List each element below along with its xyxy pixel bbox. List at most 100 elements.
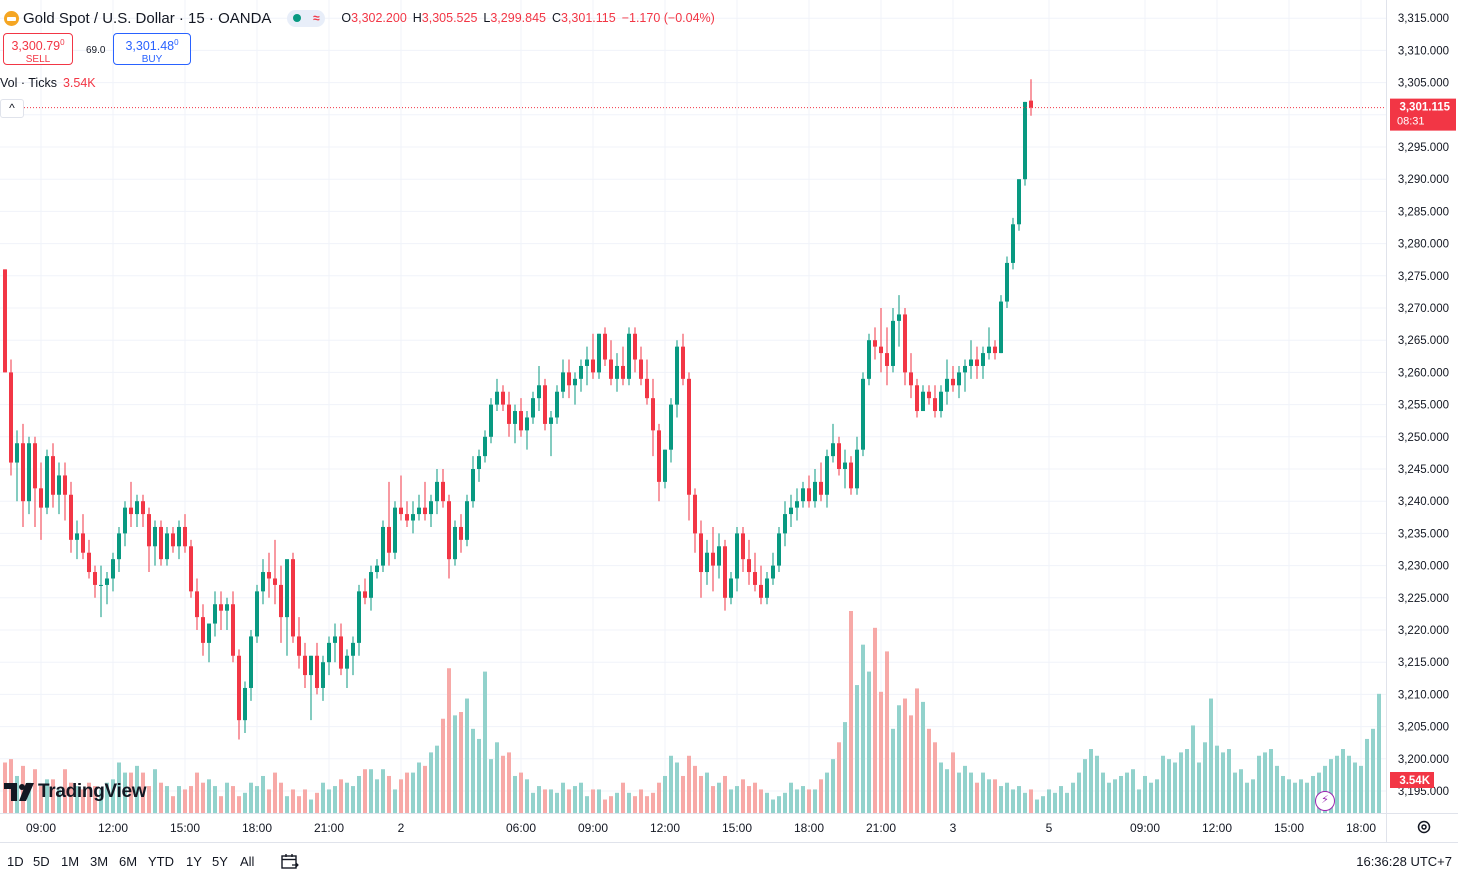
candle-body[interactable] xyxy=(93,572,97,585)
collapse-legend-button[interactable]: ^ xyxy=(0,99,24,118)
candle-body[interactable] xyxy=(423,507,427,515)
candle-body[interactable] xyxy=(1029,100,1033,108)
candle-body[interactable] xyxy=(783,514,787,534)
range-button-5y[interactable]: 5Y xyxy=(212,854,228,869)
candle-body[interactable] xyxy=(741,533,745,560)
candle-body[interactable] xyxy=(585,359,589,366)
candle-body[interactable] xyxy=(495,391,499,405)
candle-body[interactable] xyxy=(987,346,991,354)
candle-body[interactable] xyxy=(723,546,727,598)
market-status-toggle[interactable]: ≈ xyxy=(287,9,326,27)
candle-body[interactable] xyxy=(681,346,685,379)
candle-body[interactable] xyxy=(429,501,433,515)
candle-body[interactable] xyxy=(651,398,655,431)
candle-body[interactable] xyxy=(831,443,835,457)
candle-body[interactable] xyxy=(303,655,307,676)
candle-body[interactable] xyxy=(789,507,793,515)
candle-body[interactable] xyxy=(165,533,169,560)
candle-body[interactable] xyxy=(537,385,541,399)
candle-body[interactable] xyxy=(447,501,451,560)
candle-body[interactable] xyxy=(69,494,73,540)
candle-body[interactable] xyxy=(957,372,961,386)
candle-body[interactable] xyxy=(795,501,799,508)
candle-body[interactable] xyxy=(813,481,817,502)
candle-body[interactable] xyxy=(465,501,469,540)
range-button-5d[interactable]: 5D xyxy=(33,854,50,869)
candle-body[interactable] xyxy=(345,655,349,669)
candle-body[interactable] xyxy=(309,655,313,676)
candle-body[interactable] xyxy=(675,346,679,405)
candle-body[interactable] xyxy=(291,559,295,637)
range-button-1m[interactable]: 1M xyxy=(61,854,80,869)
candle-body[interactable] xyxy=(765,578,769,598)
buy-button[interactable]: 3,301.480 BUY xyxy=(113,33,191,65)
candle-body[interactable] xyxy=(483,436,487,457)
sell-button[interactable]: 3,300.790 SELL xyxy=(3,33,73,65)
candle-body[interactable] xyxy=(369,572,373,598)
candle-body[interactable] xyxy=(507,404,511,424)
candle-body[interactable] xyxy=(645,378,649,399)
candle-body[interactable] xyxy=(477,456,481,469)
candle-body[interactable] xyxy=(729,578,733,598)
candle-body[interactable] xyxy=(609,359,613,379)
candle-body[interactable] xyxy=(213,604,217,624)
candle-body[interactable] xyxy=(225,604,229,611)
candle-body[interactable] xyxy=(975,359,979,366)
candle-body[interactable] xyxy=(1005,262,1009,302)
candle-body[interactable] xyxy=(21,443,25,502)
volume-indicator-legend[interactable]: Vol · Ticks 3.54K xyxy=(0,76,96,90)
candle-body[interactable] xyxy=(837,443,841,469)
candle-body[interactable] xyxy=(819,481,823,495)
candle-body[interactable] xyxy=(867,340,871,379)
candle-body[interactable] xyxy=(9,372,13,463)
candle-body[interactable] xyxy=(885,353,889,366)
candle-body[interactable] xyxy=(81,533,85,553)
range-button-all[interactable]: All xyxy=(240,854,255,869)
candle-body[interactable] xyxy=(189,546,193,592)
candle-body[interactable] xyxy=(219,604,223,611)
range-button-1y[interactable]: 1Y xyxy=(186,854,202,869)
candle-body[interactable] xyxy=(273,578,277,585)
candle-body[interactable] xyxy=(135,501,139,515)
range-button-6m[interactable]: 6M xyxy=(119,854,138,869)
candle-body[interactable] xyxy=(525,417,529,431)
candle-body[interactable] xyxy=(747,559,751,573)
candle-body[interactable] xyxy=(855,449,859,489)
candle-body[interactable] xyxy=(381,526,385,566)
candle-body[interactable] xyxy=(699,533,703,573)
candle-body[interactable] xyxy=(195,591,199,618)
candle-body[interactable] xyxy=(243,687,247,721)
candle-body[interactable] xyxy=(459,526,463,540)
candle-body[interactable] xyxy=(591,359,595,373)
candle-body[interactable] xyxy=(363,591,367,598)
candle-body[interactable] xyxy=(45,456,49,508)
candle-body[interactable] xyxy=(891,320,895,366)
candle-body[interactable] xyxy=(807,488,811,502)
candle-body[interactable] xyxy=(777,533,781,566)
candle-body[interactable] xyxy=(111,559,115,579)
candle-body[interactable] xyxy=(177,526,181,547)
candle-body[interactable] xyxy=(411,514,415,521)
candle-body[interactable] xyxy=(531,398,535,418)
candle-body[interactable] xyxy=(171,533,175,547)
candle-body[interactable] xyxy=(159,526,163,560)
calendar-icon[interactable] xyxy=(281,853,299,869)
current-price-tag[interactable] xyxy=(1390,98,1456,131)
candle-body[interactable] xyxy=(1023,101,1027,180)
candle-body[interactable] xyxy=(375,565,379,573)
candle-body[interactable] xyxy=(705,552,709,573)
candle-body[interactable] xyxy=(75,533,79,540)
candle-body[interactable] xyxy=(471,469,475,502)
candle-body[interactable] xyxy=(693,494,697,534)
candle-body[interactable] xyxy=(231,604,235,656)
candle-body[interactable] xyxy=(63,475,67,495)
candle-body[interactable] xyxy=(981,353,985,366)
candle-body[interactable] xyxy=(567,372,571,386)
candle-body[interactable] xyxy=(315,655,319,688)
candle-body[interactable] xyxy=(573,378,577,386)
candle-body[interactable] xyxy=(1017,179,1021,225)
candle-body[interactable] xyxy=(879,346,883,354)
candle-body[interactable] xyxy=(633,333,637,360)
candle-body[interactable] xyxy=(351,642,355,656)
candle-body[interactable] xyxy=(897,314,901,321)
